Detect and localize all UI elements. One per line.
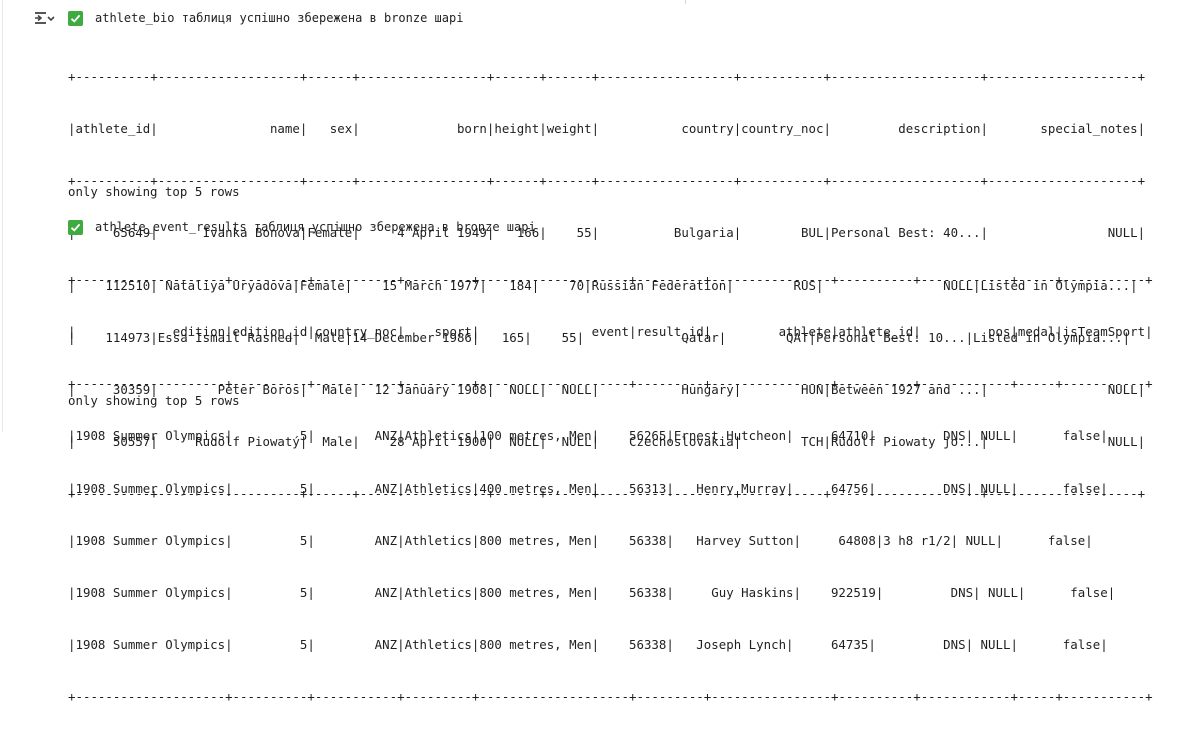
table-header-row: |athlete_id| name| sex| born|height|weig… [68,121,1146,137]
check-mark-icon [68,10,83,26]
table-footer-note: only showing top 5 rows [68,393,240,408]
table-footer-note: only showing top 5 rows [68,184,240,199]
collapse-output-icon[interactable] [33,9,55,29]
status-text: athlete_bio таблиця успішно збережена в … [95,11,464,25]
table-row: | 30359| Péter Boros| Male| 12 January 1… [68,382,1146,398]
table-border-row: +--------------------+----------+-------… [68,271,1153,287]
cell-divider [685,0,686,4]
status-line-athlete-bio: athlete_bio таблиця успішно збережена в … [68,9,463,27]
table-row: | 112510| Nataliya Uryadova|Female| 15 M… [68,277,1138,293]
table-row: |1908 Summer Olympics| 5| ANZ|Athletics|… [68,480,1108,496]
table-row: | 65649| Ivanka Bonova|Female| 4 April 1… [68,225,1146,241]
table-border-row: +----------+-------------------+------+-… [68,173,1146,189]
table-row: |1908 Summer Olympics| 5| ANZ|Athletics|… [68,637,1108,653]
table-row: | 114973|Essa Ismail Rashed| Male|14 Dec… [68,329,1131,345]
table-border-row: +----------+-------------------+------+-… [68,68,1146,84]
table-border-row: +--------------------+----------+-------… [68,376,1153,392]
table-header-row: | edition|edition_id|country_noc| sport|… [68,324,1153,340]
table-row: |1908 Summer Olympics| 5| ANZ|Athletics|… [68,585,1116,601]
table-row: |1908 Summer Olympics| 5| ANZ|Athletics|… [68,428,1108,444]
athlete-event-results-table: +--------------------+----------+-------… [68,236,1153,741]
table-row: |1908 Summer Olympics| 5| ANZ|Athletics|… [68,532,1093,548]
table-border-row: +--------------------+----------+-------… [68,689,1153,705]
cell-left-border [2,0,3,432]
check-mark-icon [68,219,83,235]
status-line-athlete-event-results: athlete_event_results таблиця успішно зб… [68,218,536,236]
status-text: athlete_event_results таблиця успішно зб… [95,220,536,234]
